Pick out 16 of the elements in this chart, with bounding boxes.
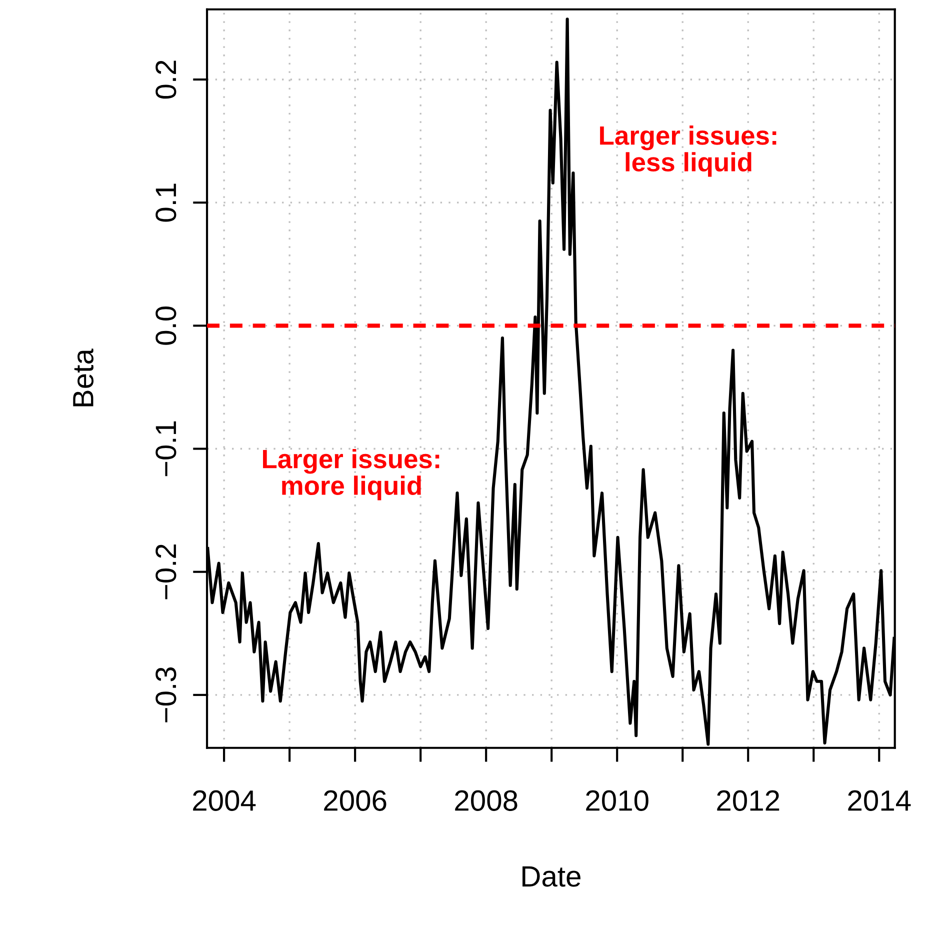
y-tick-label: −0.2	[156, 544, 176, 600]
y-axis-title: Beta	[73, 348, 94, 406]
x-tick-label: 2006	[324, 790, 386, 811]
x-tick-label: 2010	[586, 790, 648, 811]
x-tick-label: 2008	[455, 790, 518, 811]
y-tick-label: 0.1	[156, 184, 176, 222]
x-axis-title: Date	[522, 866, 580, 887]
y-tick-label: −0.3	[156, 667, 176, 722]
y-tick-label: 0.2	[156, 60, 176, 99]
y-tick-label: 0.0	[156, 306, 176, 345]
y-tick-label: −0.1	[156, 421, 176, 476]
annotation: Larger issues: more liquid	[263, 449, 440, 500]
x-tick-label: 2014	[848, 790, 911, 811]
x-tick-label: 2004	[193, 790, 256, 811]
annotation: Larger issues: less liquid	[600, 126, 776, 177]
x-tick-label: 2012	[717, 790, 780, 811]
